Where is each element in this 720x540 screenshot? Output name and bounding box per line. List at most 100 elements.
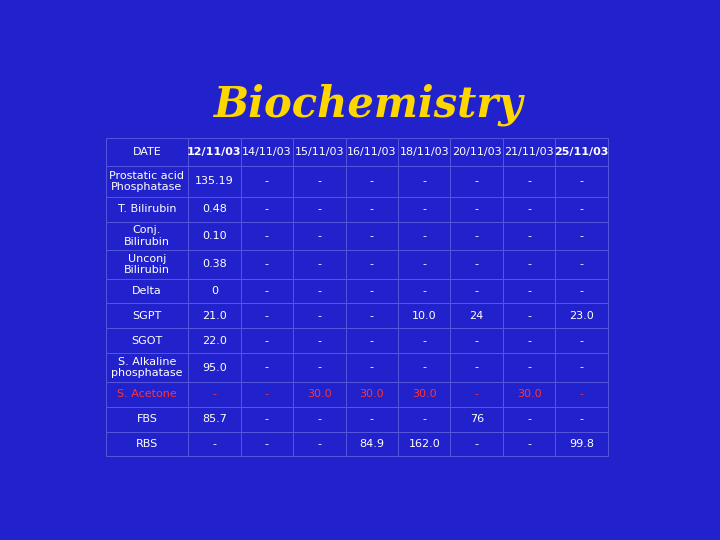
Text: -: - xyxy=(474,259,479,269)
Text: -: - xyxy=(474,205,479,214)
Bar xyxy=(188,138,240,166)
Bar xyxy=(346,303,398,328)
Text: -: - xyxy=(265,311,269,321)
Bar xyxy=(503,138,555,166)
Text: 0: 0 xyxy=(211,286,218,296)
Bar xyxy=(106,407,188,431)
Text: -: - xyxy=(370,362,374,373)
Text: -: - xyxy=(580,231,584,241)
Text: -: - xyxy=(580,259,584,269)
Text: -: - xyxy=(265,414,269,424)
Text: -: - xyxy=(527,414,531,424)
Bar xyxy=(293,138,346,166)
Text: -: - xyxy=(527,231,531,241)
Bar xyxy=(398,138,451,166)
Bar xyxy=(188,328,240,353)
Bar xyxy=(398,353,451,382)
Bar xyxy=(398,197,451,222)
Text: -: - xyxy=(527,439,531,449)
Text: -: - xyxy=(265,439,269,449)
Bar xyxy=(451,303,503,328)
Bar xyxy=(346,222,398,250)
Text: -: - xyxy=(474,439,479,449)
Bar xyxy=(293,197,346,222)
Text: SGPT: SGPT xyxy=(132,311,161,321)
Text: -: - xyxy=(580,205,584,214)
Bar xyxy=(346,353,398,382)
Text: -: - xyxy=(370,336,374,346)
Bar xyxy=(503,166,555,197)
Text: -: - xyxy=(474,231,479,241)
Bar xyxy=(293,382,346,407)
Bar xyxy=(503,303,555,328)
Text: T. Bilirubin: T. Bilirubin xyxy=(117,205,176,214)
Bar xyxy=(346,279,398,303)
Text: 14/11/03: 14/11/03 xyxy=(242,147,292,157)
Text: 10.0: 10.0 xyxy=(412,311,436,321)
Text: 12/11/03: 12/11/03 xyxy=(187,147,242,157)
Bar xyxy=(188,407,240,431)
Bar xyxy=(346,197,398,222)
Bar xyxy=(346,166,398,197)
Text: -: - xyxy=(580,177,584,186)
Text: Prostatic acid
Phosphatase: Prostatic acid Phosphatase xyxy=(109,171,184,192)
Text: 162.0: 162.0 xyxy=(408,439,440,449)
Text: -: - xyxy=(422,286,426,296)
Text: -: - xyxy=(580,389,584,399)
Text: -: - xyxy=(580,414,584,424)
Text: -: - xyxy=(370,177,374,186)
Bar xyxy=(293,353,346,382)
Text: -: - xyxy=(580,286,584,296)
Text: -: - xyxy=(527,311,531,321)
Text: 84.9: 84.9 xyxy=(359,439,384,449)
Bar xyxy=(188,222,240,250)
Bar xyxy=(398,303,451,328)
Text: -: - xyxy=(474,286,479,296)
Text: S. Alkaline
phosphatase: S. Alkaline phosphatase xyxy=(111,357,183,379)
Bar xyxy=(451,382,503,407)
Text: 24: 24 xyxy=(469,311,484,321)
Bar xyxy=(503,382,555,407)
Bar xyxy=(451,279,503,303)
Bar xyxy=(106,222,188,250)
Bar xyxy=(240,431,293,456)
Text: 21/11/03: 21/11/03 xyxy=(504,147,554,157)
Text: 85.7: 85.7 xyxy=(202,414,227,424)
Bar xyxy=(398,407,451,431)
Bar xyxy=(188,279,240,303)
Text: -: - xyxy=(370,259,374,269)
Text: -: - xyxy=(318,286,321,296)
Text: Unconj
Bilirubin: Unconj Bilirubin xyxy=(124,254,170,275)
Bar xyxy=(555,138,608,166)
Text: 99.8: 99.8 xyxy=(569,439,594,449)
Bar xyxy=(106,279,188,303)
Text: -: - xyxy=(580,362,584,373)
Bar xyxy=(503,328,555,353)
Text: 18/11/03: 18/11/03 xyxy=(400,147,449,157)
Text: -: - xyxy=(212,439,217,449)
Bar xyxy=(503,250,555,279)
Bar xyxy=(346,250,398,279)
Bar xyxy=(188,353,240,382)
Text: FBS: FBS xyxy=(137,414,158,424)
Text: -: - xyxy=(527,336,531,346)
Text: -: - xyxy=(265,362,269,373)
Bar xyxy=(188,166,240,197)
Bar xyxy=(555,250,608,279)
Text: 30.0: 30.0 xyxy=(359,389,384,399)
Text: -: - xyxy=(318,362,321,373)
Bar xyxy=(346,407,398,431)
Bar xyxy=(451,407,503,431)
Text: 20/11/03: 20/11/03 xyxy=(452,147,502,157)
Bar xyxy=(293,328,346,353)
Text: -: - xyxy=(527,286,531,296)
Text: -: - xyxy=(422,259,426,269)
Text: 0.38: 0.38 xyxy=(202,259,227,269)
Text: -: - xyxy=(265,259,269,269)
Text: 0.48: 0.48 xyxy=(202,205,227,214)
Text: Conj.
Bilirubin: Conj. Bilirubin xyxy=(124,225,170,247)
Bar xyxy=(240,250,293,279)
Bar xyxy=(240,197,293,222)
Bar xyxy=(106,197,188,222)
Text: -: - xyxy=(422,362,426,373)
